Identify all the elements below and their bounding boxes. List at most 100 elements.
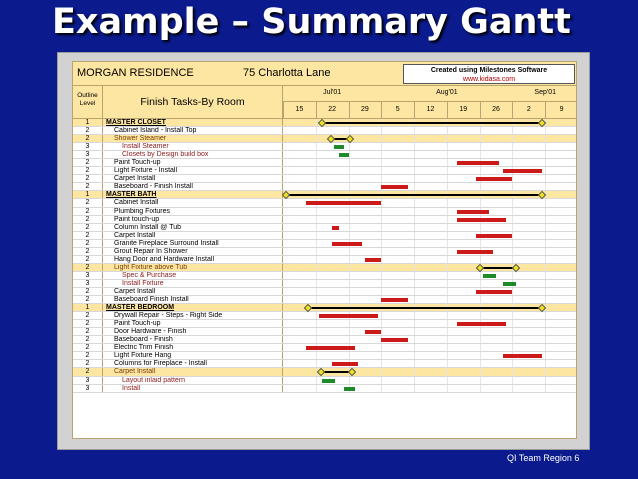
grid-line — [315, 223, 317, 231]
task-bar — [319, 314, 379, 319]
grid-line — [414, 151, 416, 159]
outline-level: 1 — [73, 119, 103, 127]
month-label: Aug'01 — [436, 89, 458, 96]
task-row: 2 Paint Touch-up — [73, 159, 576, 168]
outline-level: 2 — [73, 312, 103, 320]
grid-line — [381, 255, 383, 263]
grid-line — [414, 287, 416, 296]
month-divider — [283, 101, 576, 102]
grid-line — [348, 207, 350, 215]
grid-line — [479, 223, 481, 231]
task-row: 1 MASTER BEDROOM — [73, 303, 576, 313]
grid-line — [446, 215, 448, 223]
day-separator — [283, 102, 284, 119]
grid-line — [512, 344, 514, 352]
day-separator — [446, 102, 448, 119]
task-name: MASTER BATH — [103, 191, 283, 199]
grid-line — [381, 368, 383, 376]
grid-line — [315, 368, 317, 376]
grid-line — [381, 135, 383, 143]
grid-line — [381, 159, 383, 167]
task-name: Cabinet Install — [103, 199, 283, 207]
grid-line — [446, 336, 448, 344]
task-name: Layout inlaid pattern — [103, 376, 283, 384]
grid-line — [381, 384, 383, 392]
grid-line — [545, 320, 547, 328]
summary-bar — [320, 371, 352, 374]
grid-line — [315, 239, 317, 247]
grid-line — [512, 199, 514, 207]
task-name: Electric Trim Finish — [103, 344, 283, 352]
grid-line — [446, 223, 448, 231]
outline-level: 2 — [73, 360, 103, 368]
day-label: 26 — [492, 106, 500, 113]
task-row: 3 Install Fixture — [73, 279, 576, 288]
grid-line — [545, 199, 547, 207]
milestone-diamond — [303, 303, 312, 313]
slide-title: Example – Summary Gantt — [52, 2, 571, 42]
outline-level: 2 — [73, 183, 103, 191]
grid-line — [545, 312, 547, 320]
subtask-bar — [482, 273, 497, 278]
grid-line — [479, 135, 481, 143]
grid-line — [381, 215, 383, 223]
grid-line — [414, 344, 416, 352]
grid-line — [545, 287, 547, 296]
task-name: Paint Touch-up — [103, 159, 283, 167]
grid-line — [446, 247, 448, 255]
task-row: 2 Paint touch-up — [73, 215, 576, 224]
grid-line — [446, 175, 448, 183]
grid-line — [479, 328, 481, 336]
grid-line — [545, 360, 547, 368]
grid-line — [446, 279, 448, 287]
footer-credit: QI Team Region 6 — [507, 453, 580, 463]
task-row: 1 MASTER BATH — [73, 191, 576, 200]
grid-line — [545, 207, 547, 215]
grid-line — [545, 143, 547, 151]
milestone-diamond — [316, 368, 325, 377]
summary-bar — [330, 138, 351, 141]
grid-line — [446, 384, 448, 392]
grid-line — [414, 239, 416, 247]
grid-line — [348, 151, 350, 159]
task-name: Baseboard - Finish Install — [103, 183, 283, 191]
grid-line — [315, 384, 317, 392]
grid-line — [315, 360, 317, 368]
task-row: 1 MASTER CLOSET — [73, 118, 576, 128]
grid-line — [512, 255, 514, 263]
task-name: Light Fixture Hang — [103, 352, 283, 360]
grid-line — [381, 271, 383, 279]
summary-bar — [307, 307, 542, 310]
task-bar — [364, 257, 382, 262]
task-row: 2 Light Fixture above Tub — [73, 263, 576, 273]
task-rows: 1 MASTER CLOSET 2 Cabinet Island - Install … — [73, 118, 576, 393]
task-row: 2 Carpet Install — [73, 175, 576, 184]
grid-line — [479, 352, 481, 360]
grid-line — [315, 296, 317, 304]
day-separator — [512, 102, 514, 119]
task-row: 2 Shower Steamer — [73, 134, 576, 144]
outline-level: 1 — [73, 191, 103, 199]
grid-line — [545, 368, 547, 376]
grid-line — [446, 159, 448, 167]
grid-line — [414, 215, 416, 223]
task-row: 2 Carpet Install — [73, 287, 576, 297]
task-bar — [456, 322, 506, 327]
grid-line — [545, 279, 547, 287]
grid-line — [414, 384, 416, 392]
task-row: 2 Paint Touch-up — [73, 320, 576, 329]
task-bar — [476, 289, 513, 294]
day-label: 9 — [559, 106, 564, 113]
subtask-bar — [322, 378, 336, 383]
grid-line — [348, 352, 350, 360]
grid-line — [414, 360, 416, 368]
grid-line — [512, 296, 514, 304]
grid-line — [446, 263, 448, 271]
outline-level: 2 — [73, 255, 103, 263]
grid-line — [315, 312, 317, 320]
grid-line — [512, 247, 514, 255]
task-row: 3 Install Steamer — [73, 143, 576, 152]
day-separator — [348, 102, 350, 119]
grid-line — [446, 207, 448, 215]
grid-line — [315, 231, 317, 239]
